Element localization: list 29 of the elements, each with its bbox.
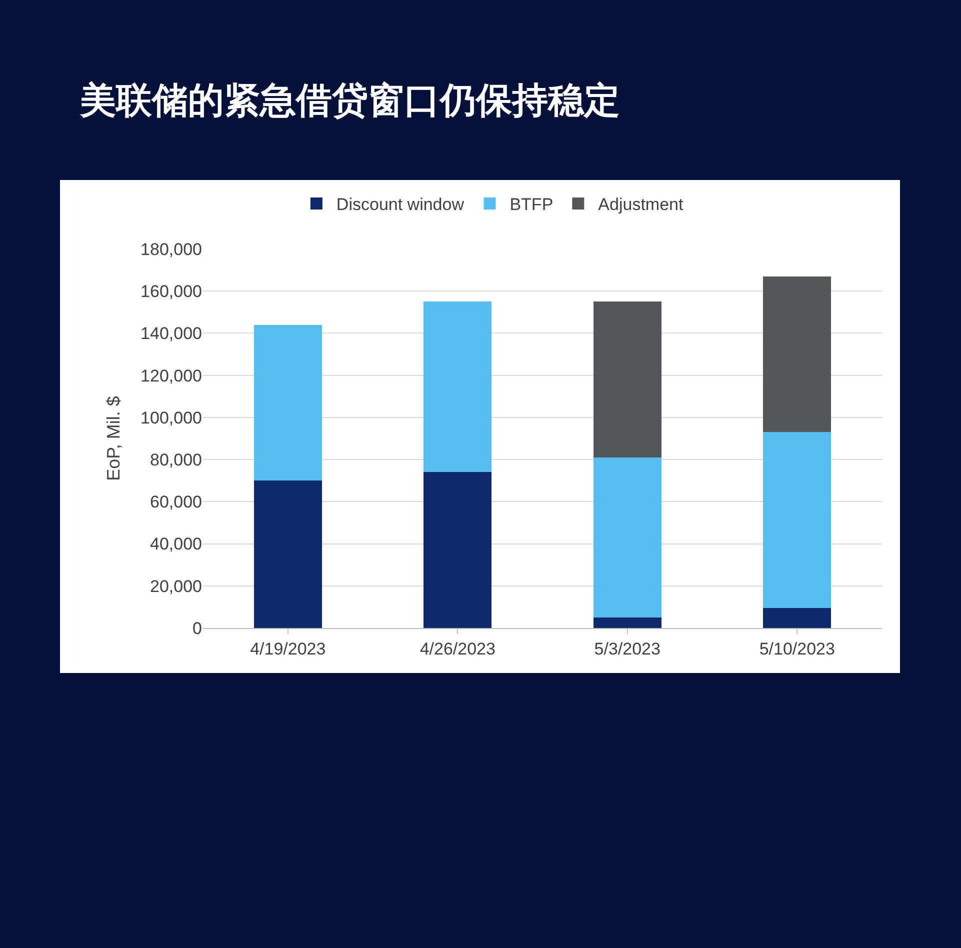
bar [424,302,492,472]
x-tick-label: 4/26/2023 [420,639,496,658]
bar [424,472,492,628]
x-tick-label: 5/10/2023 [759,639,835,658]
bar [593,617,662,628]
y-tick-label: 80,000 [150,450,202,470]
legend-label: Discount window [336,195,465,214]
y-tick-label: 140,000 [140,324,202,344]
y-axis-title: EoP, Mil. $ [104,396,124,481]
y-tick-label: 160,000 [140,282,202,302]
y-tick-label: 180,000 [140,240,202,259]
bar [254,324,322,481]
chart-title: 美联储的紧急借贷窗口仍保持稳定 [79,80,620,121]
bar [763,276,832,432]
bar [763,432,832,608]
y-tick-label: 40,000 [150,534,202,554]
bar [593,457,662,618]
y-tick-label: 100,000 [140,408,202,428]
bar [763,608,832,628]
y-tick-label: 20,000 [150,576,202,596]
y-tick-label: 60,000 [150,492,202,512]
y-tick-label: 120,000 [140,366,202,386]
bar [254,480,322,628]
legend-label: BTFP [510,195,554,214]
x-tick-label: 5/3/2023 [594,639,660,658]
y-tick-label: 0 [192,618,202,638]
x-tick-label: 4/19/2023 [250,639,326,658]
bar [593,302,662,458]
legend-label: Adjustment [598,195,684,214]
